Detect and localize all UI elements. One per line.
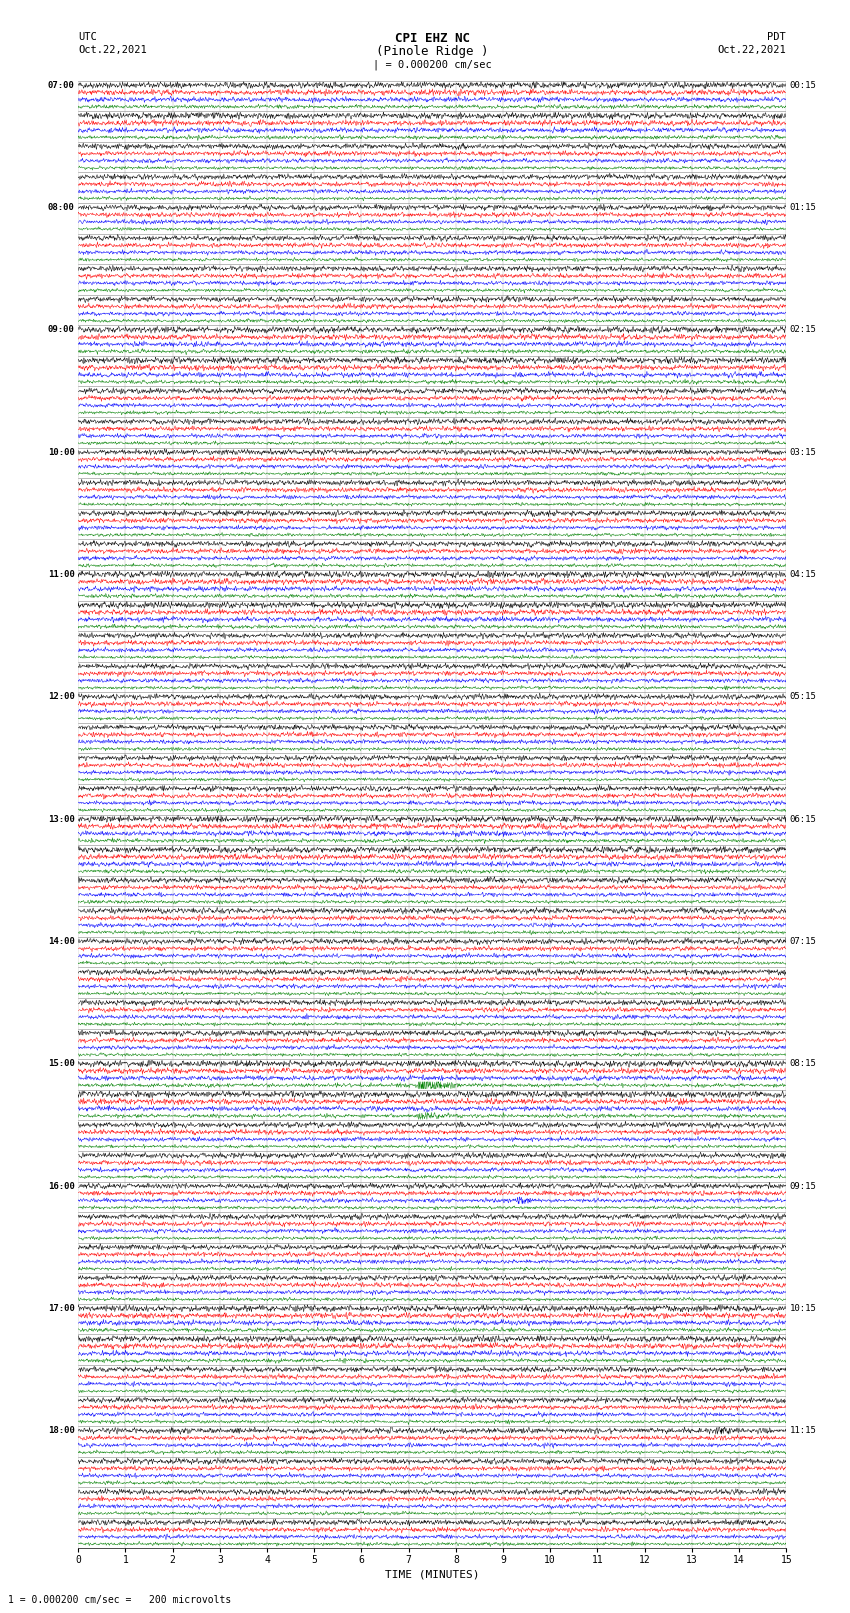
Text: UTC: UTC: [78, 32, 97, 42]
Text: 1 = 0.000200 cm/sec =   200 microvolts: 1 = 0.000200 cm/sec = 200 microvolts: [8, 1595, 232, 1605]
Text: 04:15: 04:15: [790, 569, 817, 579]
Text: Oct.22,2021: Oct.22,2021: [78, 45, 147, 55]
X-axis label: TIME (MINUTES): TIME (MINUTES): [385, 1569, 479, 1579]
Text: 16:00: 16:00: [48, 1181, 75, 1190]
Text: 14:00: 14:00: [48, 937, 75, 945]
Text: 17:00: 17:00: [48, 1303, 75, 1313]
Text: 10:15: 10:15: [790, 1303, 817, 1313]
Text: 11:00: 11:00: [48, 569, 75, 579]
Text: | = 0.000200 cm/sec: | = 0.000200 cm/sec: [373, 60, 491, 71]
Text: (Pinole Ridge ): (Pinole Ridge ): [376, 45, 489, 58]
Text: 00:15: 00:15: [790, 81, 817, 90]
Text: 02:15: 02:15: [790, 326, 817, 334]
Text: 10:00: 10:00: [48, 448, 75, 456]
Text: 08:15: 08:15: [790, 1060, 817, 1068]
Text: 01:15: 01:15: [790, 203, 817, 211]
Text: 18:00: 18:00: [48, 1426, 75, 1436]
Text: 09:00: 09:00: [48, 326, 75, 334]
Text: 07:00: 07:00: [48, 81, 75, 90]
Text: CPI EHZ NC: CPI EHZ NC: [394, 32, 470, 45]
Text: Oct.22,2021: Oct.22,2021: [717, 45, 786, 55]
Text: 09:15: 09:15: [790, 1181, 817, 1190]
Text: 12:00: 12:00: [48, 692, 75, 702]
Text: PDT: PDT: [768, 32, 786, 42]
Text: 11:15: 11:15: [790, 1426, 817, 1436]
Text: 13:00: 13:00: [48, 815, 75, 824]
Text: 15:00: 15:00: [48, 1060, 75, 1068]
Text: 03:15: 03:15: [790, 448, 817, 456]
Text: 05:15: 05:15: [790, 692, 817, 702]
Text: 08:00: 08:00: [48, 203, 75, 211]
Text: 07:15: 07:15: [790, 937, 817, 945]
Text: 06:15: 06:15: [790, 815, 817, 824]
